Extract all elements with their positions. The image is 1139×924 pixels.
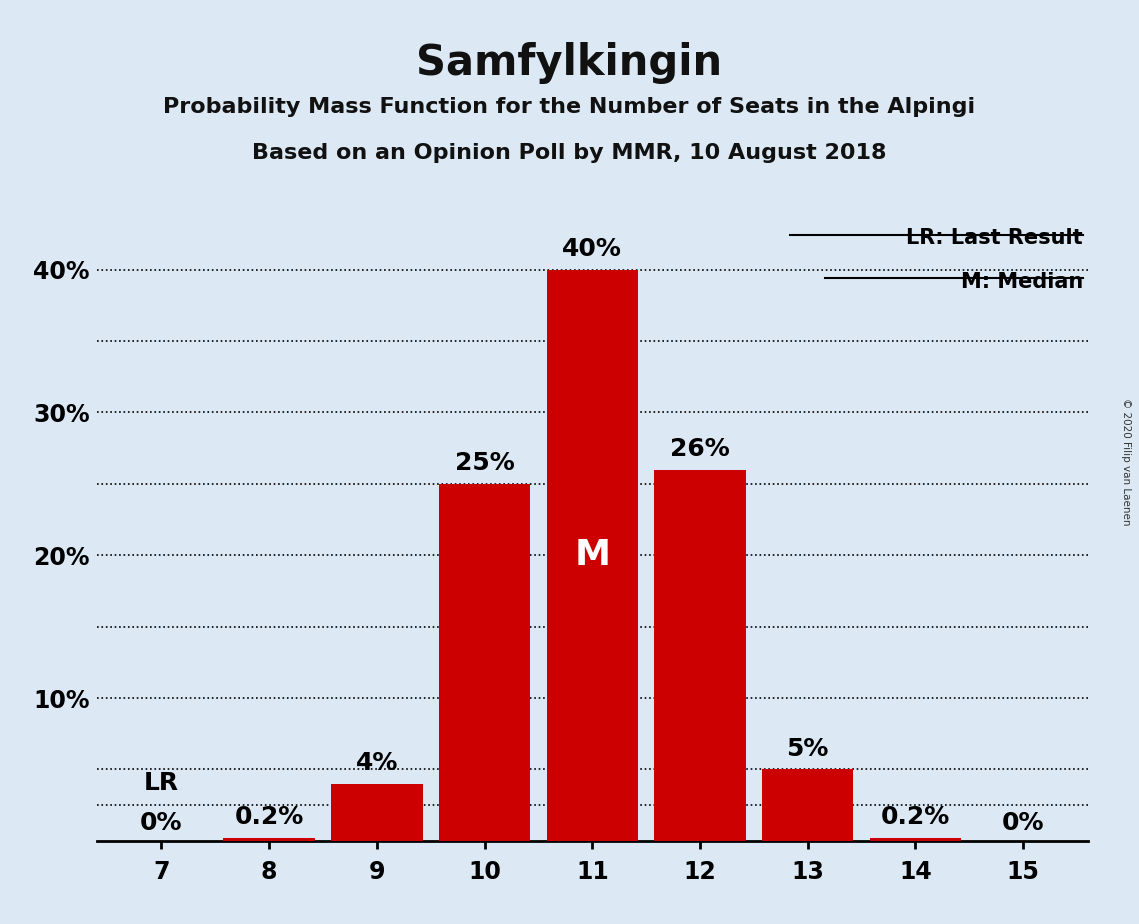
Text: 4%: 4% <box>355 751 398 775</box>
Text: © 2020 Filip van Laenen: © 2020 Filip van Laenen <box>1121 398 1131 526</box>
Text: 0%: 0% <box>1002 811 1044 835</box>
Text: Probability Mass Function for the Number of Seats in the Alpingi: Probability Mass Function for the Number… <box>163 97 976 117</box>
Text: LR: Last Result: LR: Last Result <box>907 228 1083 249</box>
Text: Samfylkingin: Samfylkingin <box>417 42 722 83</box>
Bar <box>439 484 531 841</box>
Text: M: Median: M: Median <box>960 273 1083 292</box>
Text: 40%: 40% <box>563 237 622 261</box>
Text: 5%: 5% <box>787 736 829 760</box>
Text: 0%: 0% <box>140 811 182 835</box>
Text: 25%: 25% <box>454 451 515 475</box>
Bar <box>331 784 423 841</box>
Bar <box>223 838 314 841</box>
Text: Based on an Opinion Poll by MMR, 10 August 2018: Based on an Opinion Poll by MMR, 10 Augu… <box>252 143 887 164</box>
Bar <box>547 270 638 841</box>
Text: M: M <box>574 539 611 572</box>
Bar <box>762 770 853 841</box>
Text: 0.2%: 0.2% <box>235 806 304 830</box>
Bar <box>870 838 961 841</box>
Text: 0.2%: 0.2% <box>880 806 950 830</box>
Bar <box>654 469 746 841</box>
Text: LR: LR <box>144 772 179 796</box>
Text: 26%: 26% <box>670 437 730 461</box>
